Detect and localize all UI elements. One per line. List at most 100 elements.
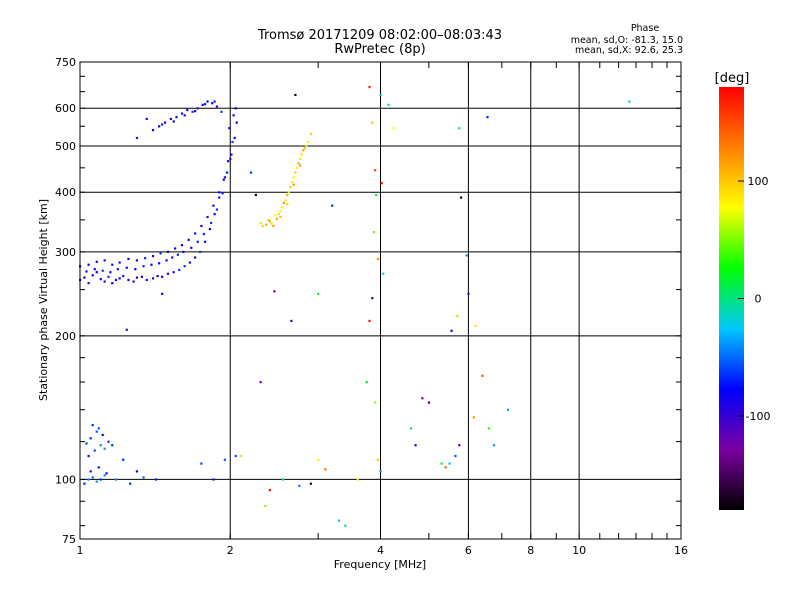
data-point: [165, 259, 168, 262]
y-tick-label: 200: [55, 330, 76, 343]
data-point: [87, 478, 90, 481]
data-point: [268, 489, 271, 492]
x-tick-label: 1: [77, 544, 84, 557]
y-tick-label: 500: [55, 140, 76, 153]
data-point: [213, 213, 216, 216]
y-tick-label: 75: [62, 533, 76, 546]
data-point: [213, 100, 216, 103]
data-point: [91, 476, 94, 479]
chart-title: Tromsø 20171209 08:02:00–08:03:43: [257, 28, 502, 43]
data-point: [292, 183, 295, 186]
data-point: [171, 256, 174, 259]
data-point: [91, 424, 94, 427]
data-point: [218, 196, 221, 199]
data-point: [375, 193, 378, 197]
data-point: [305, 144, 308, 148]
data-point: [114, 278, 118, 282]
data-point: [273, 290, 276, 293]
data-point: [161, 123, 164, 126]
data-point: [135, 136, 139, 140]
data-point: [118, 277, 121, 280]
data-point: [221, 192, 224, 195]
data-point: [173, 247, 177, 250]
data-point: [99, 278, 102, 281]
data-point: [317, 292, 320, 295]
data-point: [299, 157, 302, 161]
data-point: [87, 454, 90, 458]
data-point: [286, 193, 289, 197]
data-point: [188, 261, 192, 264]
data-point: [190, 246, 193, 249]
data-point: [365, 381, 368, 384]
data-point: [161, 275, 164, 278]
data-point: [169, 117, 172, 121]
data-point: [306, 140, 309, 144]
data-point: [458, 127, 461, 130]
grid: [80, 62, 681, 539]
data-point: [151, 129, 155, 132]
data-point: [93, 268, 96, 271]
data-point: [196, 240, 199, 243]
data-point: [448, 462, 451, 465]
data-point: [270, 222, 273, 225]
data-point: [127, 278, 130, 282]
data-point: [163, 121, 167, 124]
data-point: [284, 199, 287, 202]
data-point: [488, 427, 491, 430]
stats-line-o: mean, sd,O: -81.3, 15.0: [571, 35, 683, 46]
data-point: [324, 468, 327, 471]
data-point: [239, 454, 243, 458]
y-tick-label: 400: [55, 186, 76, 199]
data-point: [99, 444, 102, 447]
data-point: [202, 232, 205, 236]
data-point: [279, 215, 282, 219]
x-tick-label: 4: [377, 544, 384, 557]
data-point: [254, 193, 257, 197]
colorbar-tick-label: -100: [746, 410, 771, 423]
data-point: [294, 171, 297, 174]
x-tick-label: 6: [465, 544, 472, 557]
data-point: [261, 224, 264, 228]
data-point: [337, 519, 341, 522]
data-point: [230, 153, 233, 156]
data-point: [259, 221, 262, 225]
data-point: [249, 171, 253, 174]
axes: 1 2 4 6 8 10 16 75 100 200 300 400 500 600 750: [55, 56, 688, 557]
data-points: [79, 85, 631, 527]
data-point: [379, 93, 382, 97]
data-point: [158, 125, 161, 128]
data-point: [180, 244, 184, 247]
stats-title: Phase: [631, 23, 660, 34]
data-point: [125, 328, 128, 331]
data-point: [331, 204, 334, 207]
data-point: [95, 260, 98, 263]
data-point: [444, 466, 447, 469]
data-point: [206, 215, 209, 219]
data-point: [222, 178, 225, 181]
data-point: [277, 213, 280, 216]
data-point: [281, 478, 285, 481]
data-point: [303, 147, 306, 150]
data-point: [89, 437, 92, 440]
data-point: [300, 153, 303, 156]
y-axis-label: Stationary phase Virtual Height [km]: [37, 199, 50, 401]
data-point: [200, 462, 203, 465]
data-point: [266, 218, 270, 222]
data-point: [286, 202, 289, 206]
data-point: [225, 171, 229, 174]
data-point: [292, 176, 295, 179]
data-point: [215, 208, 219, 211]
data-point: [122, 458, 125, 461]
data-point: [268, 220, 271, 223]
data-point: [227, 160, 230, 163]
data-point: [107, 275, 110, 278]
data-point: [281, 206, 284, 209]
data-point: [97, 427, 100, 430]
colorbar-tick-label: 100: [748, 175, 769, 188]
data-point: [289, 186, 292, 189]
data-point: [83, 276, 86, 279]
data-point: [309, 482, 312, 485]
data-point: [387, 103, 390, 107]
data-point: [265, 223, 268, 226]
data-point: [166, 250, 170, 254]
